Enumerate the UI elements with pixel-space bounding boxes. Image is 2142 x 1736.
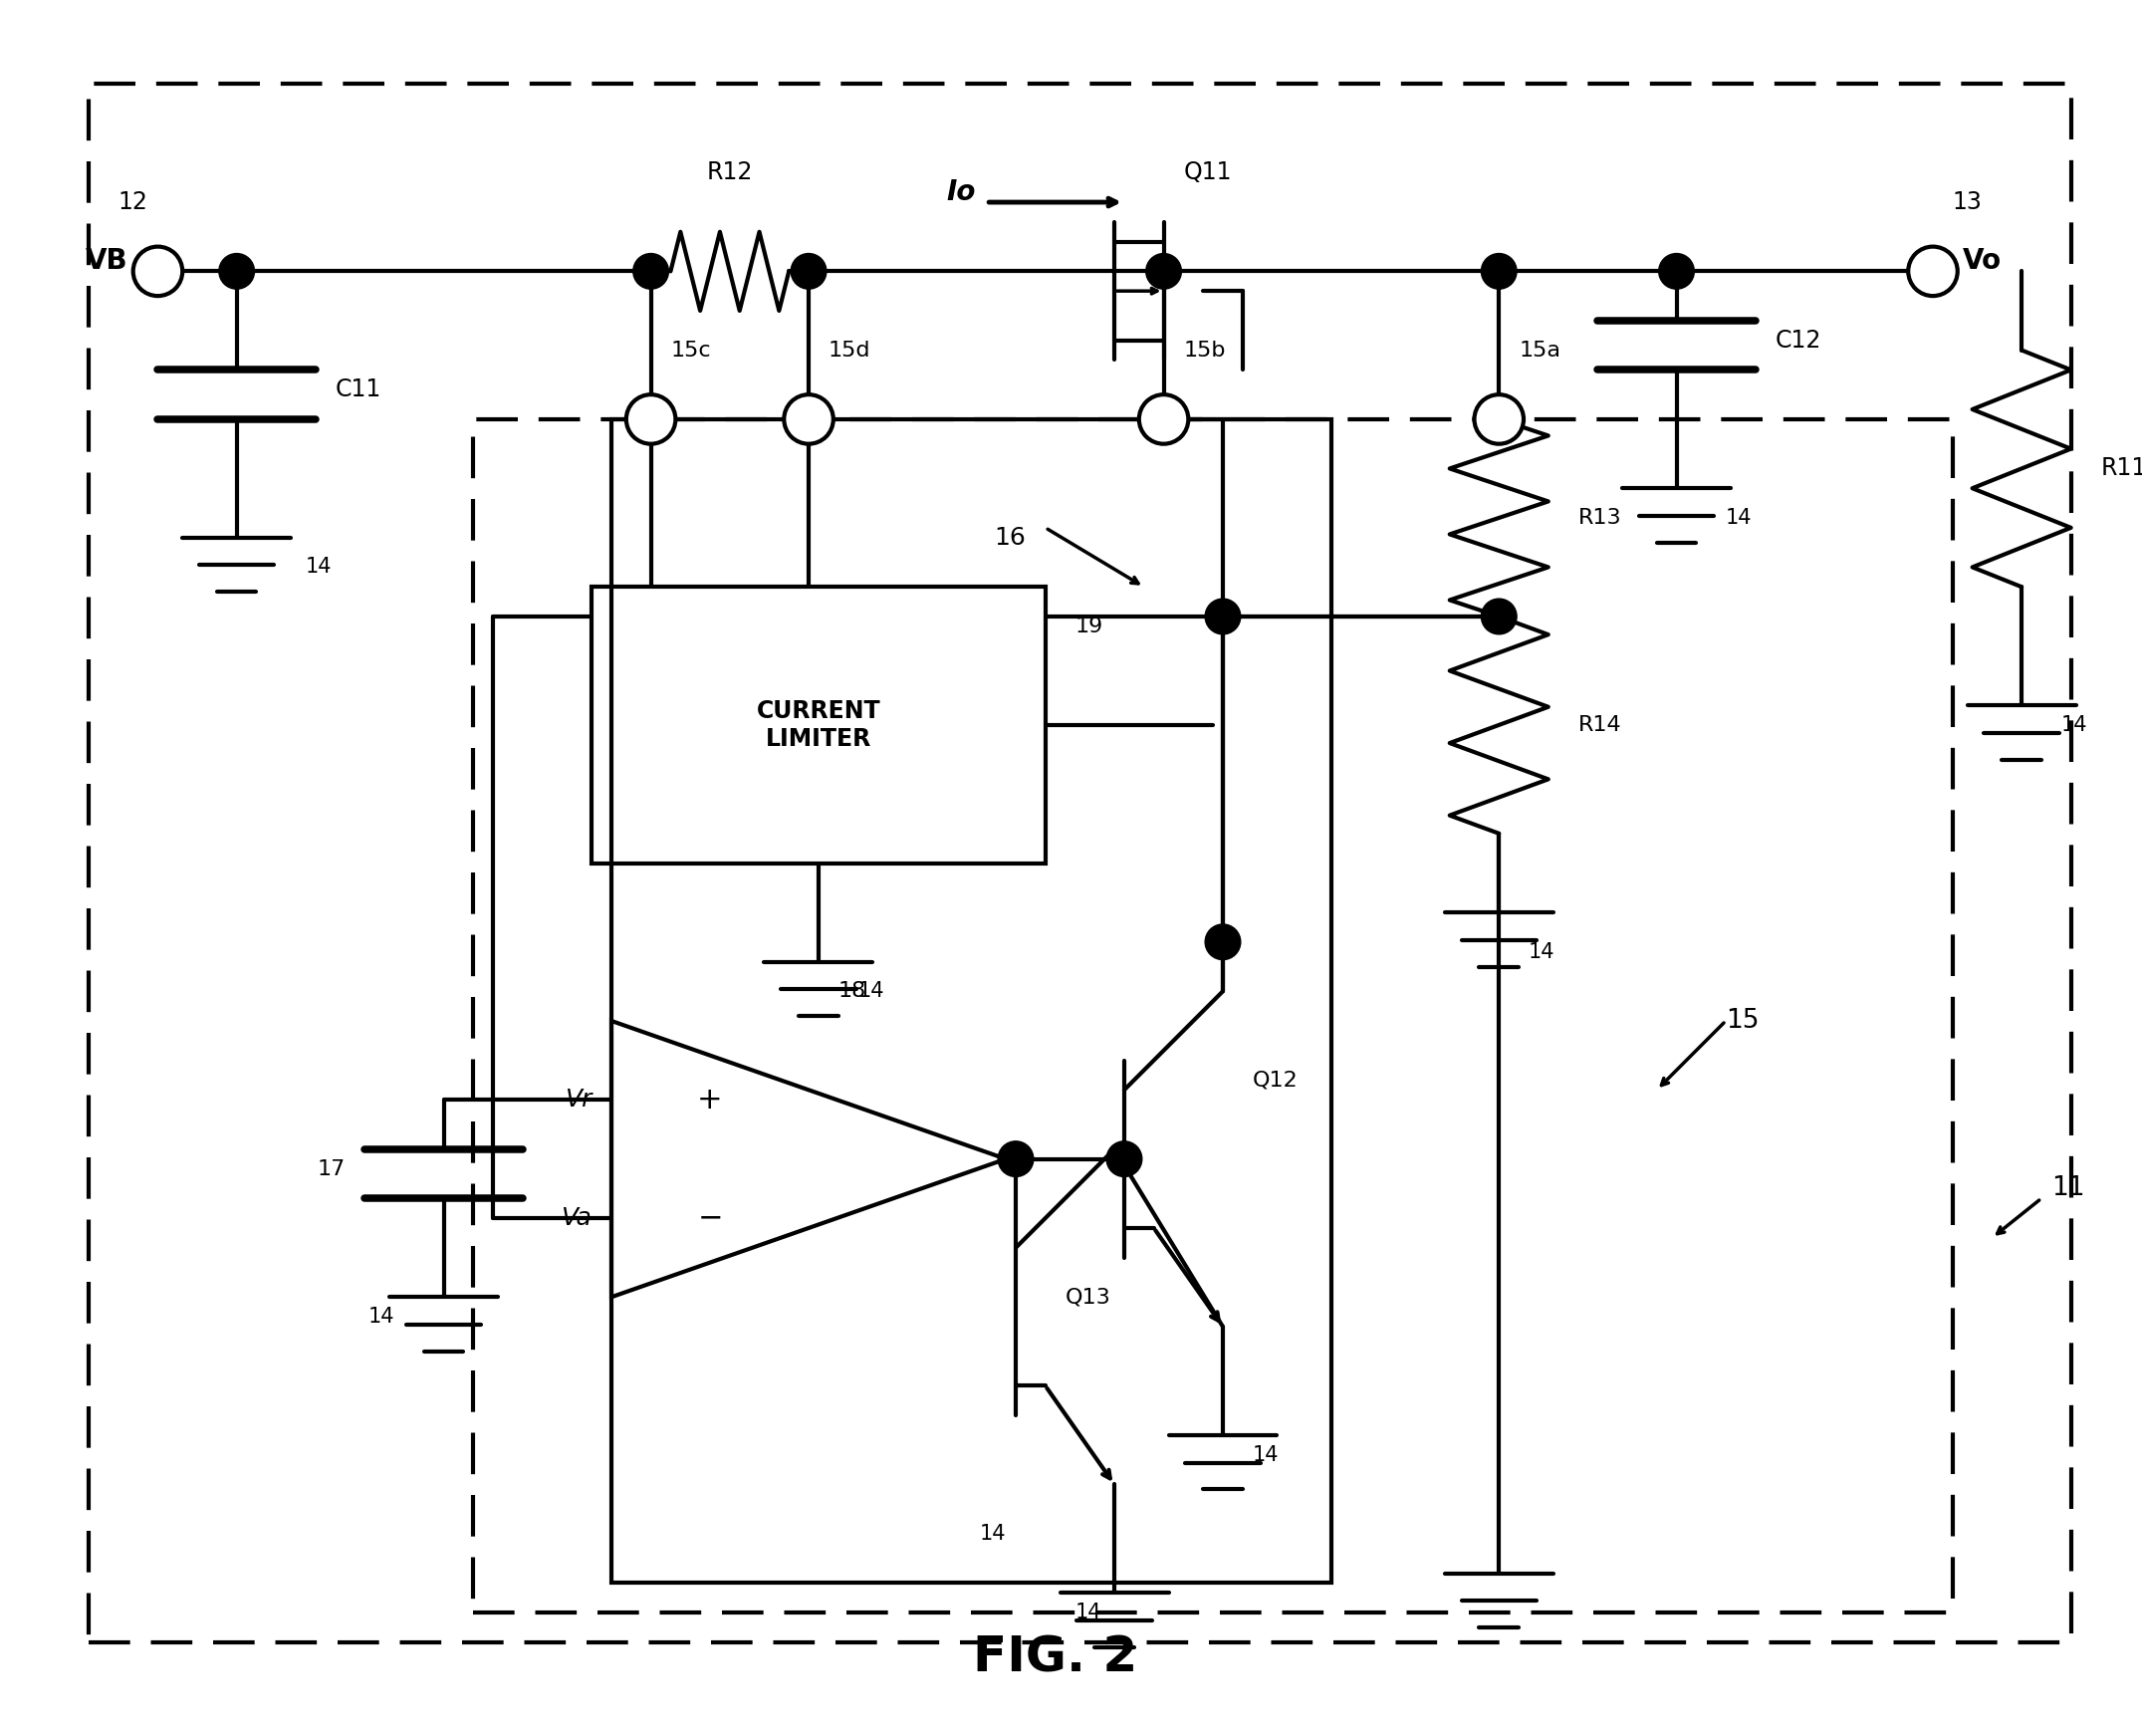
Text: R12: R12 [707, 161, 752, 184]
Circle shape [625, 394, 675, 444]
Circle shape [1482, 253, 1517, 288]
Text: 14: 14 [1529, 943, 1555, 962]
Text: 14: 14 [1726, 509, 1752, 528]
Circle shape [1206, 599, 1240, 634]
Text: CURRENT
LIMITER: CURRENT LIMITER [756, 700, 880, 750]
Text: Va: Va [561, 1207, 591, 1231]
Circle shape [1107, 1141, 1142, 1177]
Text: Vo: Vo [1962, 248, 2001, 276]
Text: Io: Io [947, 179, 977, 207]
Text: 13: 13 [1954, 191, 1981, 214]
Text: 15a: 15a [1519, 340, 1562, 359]
Circle shape [1658, 253, 1694, 288]
Text: +: + [698, 1085, 722, 1115]
Text: 19: 19 [1075, 616, 1103, 637]
Text: −: − [698, 1203, 722, 1233]
Circle shape [1140, 394, 1189, 444]
Text: Vr: Vr [565, 1088, 591, 1111]
Text: 14: 14 [1253, 1444, 1279, 1465]
Text: 16: 16 [994, 526, 1026, 550]
Circle shape [998, 1141, 1032, 1177]
Text: 15b: 15b [1182, 340, 1225, 359]
Text: 15c: 15c [670, 340, 711, 359]
Text: C12: C12 [1776, 328, 1821, 352]
Text: 14: 14 [2061, 715, 2088, 734]
Text: 14: 14 [859, 981, 885, 1002]
Text: R14: R14 [1579, 715, 1621, 734]
Circle shape [790, 253, 827, 288]
Text: 14: 14 [979, 1524, 1007, 1543]
Text: 15: 15 [1726, 1009, 1759, 1035]
Text: R11: R11 [2101, 457, 2142, 481]
Text: Q11: Q11 [1182, 161, 1232, 184]
FancyBboxPatch shape [591, 587, 1045, 863]
Text: Q13: Q13 [1065, 1286, 1110, 1307]
Circle shape [133, 247, 182, 295]
Circle shape [784, 394, 833, 444]
Text: C11: C11 [336, 378, 381, 401]
Text: 12: 12 [118, 191, 148, 214]
Text: 14: 14 [306, 557, 332, 576]
Text: Q12: Q12 [1253, 1069, 1298, 1090]
Polygon shape [610, 1021, 1007, 1297]
Circle shape [1909, 247, 1958, 295]
Text: R13: R13 [1579, 509, 1621, 528]
Circle shape [634, 253, 668, 288]
Text: 11: 11 [2052, 1175, 2084, 1201]
Text: 14: 14 [1075, 1602, 1101, 1623]
Text: VB: VB [86, 248, 129, 276]
Text: FIG. 2: FIG. 2 [972, 1634, 1137, 1682]
Circle shape [218, 253, 255, 288]
Text: 17: 17 [317, 1160, 345, 1179]
Circle shape [1482, 599, 1517, 634]
Text: 14: 14 [368, 1307, 394, 1326]
Circle shape [1474, 394, 1523, 444]
Text: 15d: 15d [829, 340, 870, 359]
Circle shape [1146, 253, 1182, 288]
Circle shape [1206, 924, 1240, 960]
Text: 18: 18 [838, 981, 865, 1002]
